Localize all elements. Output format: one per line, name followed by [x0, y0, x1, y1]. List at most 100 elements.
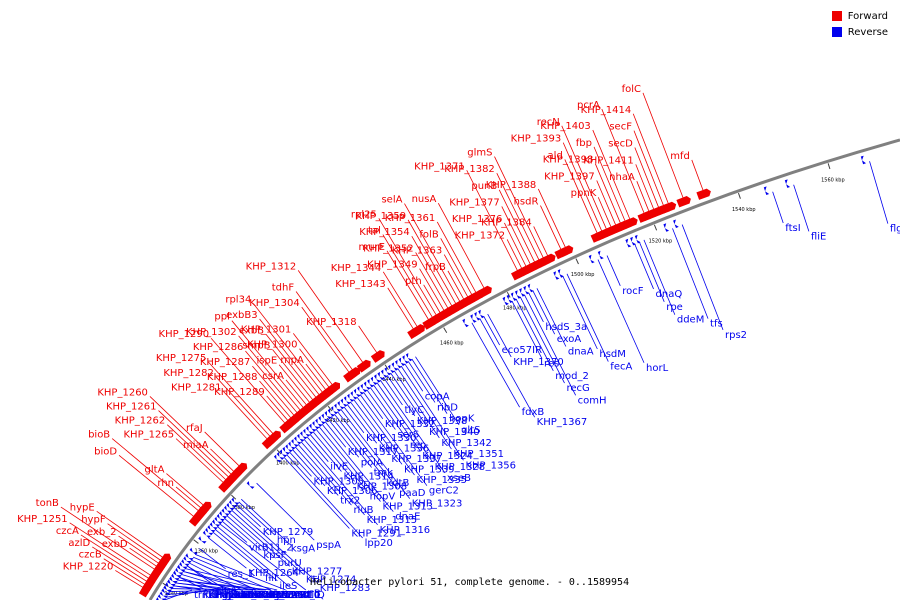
leader-line — [419, 268, 445, 312]
leader-line — [423, 284, 441, 314]
reverse-gene — [219, 511, 228, 519]
leader-line — [253, 303, 324, 393]
leader-line — [210, 448, 235, 473]
leader-line — [252, 365, 295, 416]
reverse-gene — [630, 236, 636, 246]
leader-line — [681, 224, 724, 331]
reverse-gene — [189, 547, 198, 555]
forward-gene-label: ppnK — [571, 188, 597, 199]
forward-gene-label: bioB — [88, 430, 110, 441]
leader-line — [300, 441, 365, 516]
reverse-gene-label: KHP_1291 — [351, 528, 402, 539]
leader-line — [204, 431, 240, 467]
leader-line — [356, 396, 415, 476]
leader-line — [397, 368, 452, 450]
leader-line — [188, 562, 242, 591]
leader-line — [278, 364, 311, 404]
forward-gene-label: KHP_1300 — [247, 340, 298, 351]
reverse-gene — [340, 398, 348, 407]
forward-gene-label: KHP_1352 — [363, 243, 414, 254]
reverse-gene — [470, 314, 477, 323]
reverse-gene-label: KHP_1328 — [435, 462, 486, 473]
reverse-gene — [553, 271, 560, 280]
forward-gene-label: nhaA — [609, 172, 635, 183]
leader-line — [353, 399, 403, 465]
reverse-gene — [205, 527, 214, 536]
forward-gene-label: KHP_1411 — [583, 155, 634, 166]
leader-line — [483, 316, 500, 346]
reverse-gene-label: fdxB — [522, 407, 545, 418]
forward-gene-label: secF — [609, 122, 632, 133]
reverse-gene-label: comB10 — [279, 590, 320, 600]
reverse-gene — [175, 567, 184, 575]
reverse-gene — [181, 559, 190, 567]
reverse-gene — [324, 411, 332, 420]
leader-line — [291, 449, 326, 487]
forward-gene — [370, 350, 385, 363]
tick-label: 1520 kbp — [649, 239, 673, 245]
reverse-gene — [198, 536, 207, 544]
reverse-gene — [246, 481, 255, 489]
reverse-gene-label: gerC2 — [429, 486, 459, 497]
forward-gene-label: exbD — [102, 539, 128, 550]
leader-line — [540, 205, 562, 251]
leader-line — [103, 558, 146, 586]
reverse-gene — [279, 449, 288, 458]
reverse-gene-label: KHP_1351 — [453, 449, 504, 460]
leader-line — [219, 523, 307, 591]
reverse-gene-label: fliE — [811, 231, 826, 242]
reverse-gene-label: fliI — [265, 573, 277, 584]
leader-line — [221, 520, 248, 543]
leader-line — [238, 335, 301, 411]
forward-gene-label: bioD — [94, 446, 117, 457]
leader-line — [334, 413, 385, 479]
forward-gene-label: KHP_1275 — [156, 353, 207, 364]
leader-line — [415, 252, 449, 309]
reverse-gene — [391, 362, 399, 371]
reverse-gene-label: azlC — [240, 590, 261, 600]
leader-line — [182, 570, 250, 591]
reverse-gene — [282, 446, 290, 455]
reverse-gene-label: rps2 — [725, 330, 747, 341]
reverse-gene — [402, 355, 409, 364]
forward-gene — [696, 188, 711, 200]
reverse-gene — [405, 353, 413, 362]
leader-line — [216, 526, 292, 589]
leader-line — [869, 161, 889, 224]
reverse-gene-label: KHP_1342 — [441, 438, 492, 449]
leader-line — [195, 553, 286, 591]
leader-line — [494, 156, 544, 259]
leader-line — [597, 197, 612, 228]
reverse-gene-label: ilvE — [330, 462, 348, 473]
reverse-gene — [784, 179, 791, 188]
leader-line — [306, 436, 329, 462]
reverse-gene-label: rep — [410, 440, 426, 451]
reverse-gene-label: KHP_1332 — [385, 419, 436, 430]
reverse-swatch — [831, 27, 842, 37]
reverse-gene-label: KHP_1243 — [208, 590, 259, 600]
reverse-gene — [165, 582, 174, 590]
reverse-gene — [306, 426, 314, 435]
reverse-gene-label: KHP_1274 — [306, 575, 357, 586]
forward-gene-label: KHP_1361 — [385, 213, 436, 224]
leader-line — [115, 570, 144, 589]
forward-gene — [267, 430, 281, 444]
leader-line — [107, 523, 162, 561]
reverse-gene — [634, 234, 641, 244]
reverse-gene — [312, 421, 320, 430]
leader-line — [601, 108, 645, 214]
leader-line — [295, 291, 354, 371]
forward-gene-label: selA — [381, 195, 402, 206]
reverse-gene — [300, 431, 308, 440]
reverse-gene-label: fecA — [610, 362, 632, 373]
forward-gene — [541, 253, 556, 266]
reverse-gene — [673, 219, 679, 228]
leader-line — [190, 559, 257, 591]
leader-line — [407, 361, 436, 403]
reverse-gene — [167, 579, 176, 587]
forward-gene — [411, 324, 425, 337]
tick-mark — [276, 449, 282, 455]
leader-line — [111, 438, 200, 512]
tick-mark — [193, 539, 199, 544]
